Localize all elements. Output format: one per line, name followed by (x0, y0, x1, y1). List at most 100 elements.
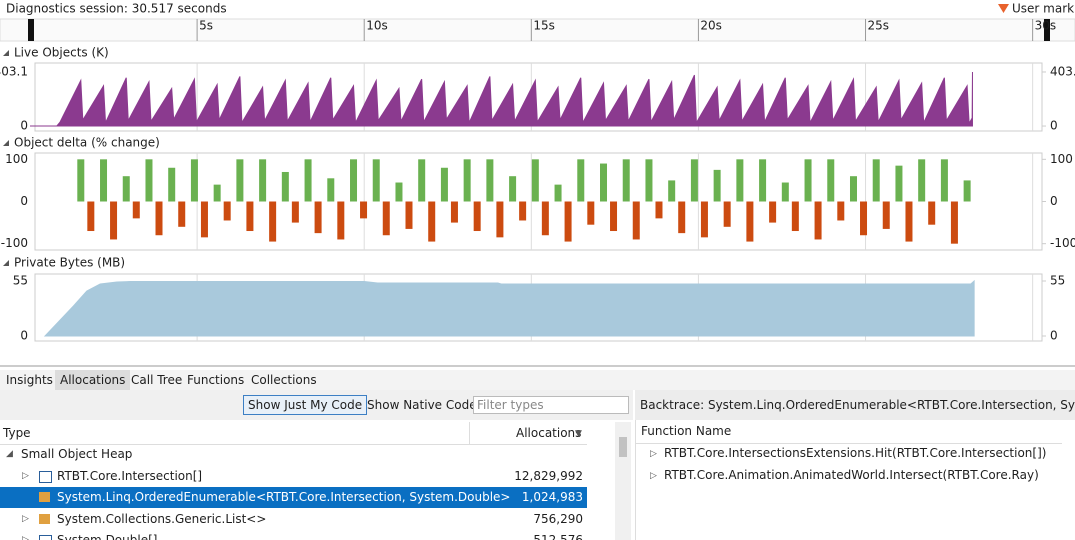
header-rule (636, 443, 1062, 444)
column-header[interactable]: Function Name (641, 424, 732, 438)
bar (554, 184, 562, 202)
bar (509, 176, 517, 202)
bar (463, 159, 471, 202)
bar (668, 180, 676, 202)
ruler-label: 10s (366, 19, 388, 33)
bar (304, 159, 312, 202)
bar (350, 159, 358, 202)
expander[interactable]: ▷ (650, 449, 657, 459)
y-tick-label: 0 (20, 119, 28, 133)
bar (632, 201, 640, 240)
bar (918, 159, 926, 202)
y-tick-label: 0 (1050, 329, 1058, 343)
expander[interactable]: ▷ (22, 471, 29, 481)
bar (382, 201, 390, 236)
y-tick-label: 0 (20, 194, 28, 208)
bar (496, 201, 504, 238)
bar (928, 201, 936, 225)
table-row[interactable]: ▷ System.Double[] 512,576 (0, 530, 587, 540)
ruler-label: 15s (533, 19, 555, 33)
bar (690, 159, 698, 202)
row-allocations: 1,024,983 (521, 490, 583, 504)
tab[interactable]: Insights (6, 373, 53, 387)
row-name: System.Collections.Generic.List<> (57, 512, 267, 526)
bar (122, 176, 130, 202)
tab-selected[interactable]: Allocations (55, 370, 131, 390)
bar (77, 159, 85, 202)
bar (145, 159, 153, 202)
backtrace-header (635, 390, 1075, 420)
bar (804, 159, 812, 202)
bar (746, 201, 754, 242)
area (30, 71, 973, 127)
backtrace-title: Backtrace: System.Linq.OrderedEnumerable… (640, 398, 1075, 412)
bar (473, 201, 481, 232)
session-label: Diagnostics session: 30.517 seconds (6, 2, 227, 16)
bar (895, 165, 903, 202)
tab[interactable]: Call Tree (131, 373, 183, 387)
bar (759, 159, 767, 202)
just-my-code-button[interactable]: Show Just My Code (243, 395, 368, 415)
row-name: RTBT.Core.Intersection[] (57, 469, 203, 483)
chart-title: Object delta (% change) (14, 136, 160, 150)
chart-title: Live Objects (K) (14, 46, 109, 60)
tab-bar (0, 370, 1075, 390)
expander[interactable]: ◢ (6, 449, 13, 459)
bar (100, 159, 108, 202)
bar (178, 201, 186, 227)
table-row[interactable]: ▷ System.Collections.Generic.List<> 756,29… (0, 509, 587, 530)
ruler (0, 18, 1075, 42)
tab[interactable]: Functions (187, 373, 245, 387)
row-name: System.Linq.OrderedEnumerable<RTBT.Core.… (57, 490, 511, 504)
bar (905, 201, 913, 242)
row-allocations: 756,290 (533, 512, 583, 526)
bar (314, 201, 322, 234)
selection-handle[interactable] (1044, 19, 1050, 41)
column-header[interactable]: Type (3, 426, 31, 440)
bar (223, 201, 231, 221)
bar (577, 159, 585, 202)
ruler-label: 30s (1035, 19, 1057, 33)
bar (827, 159, 835, 202)
backtrace-row[interactable]: RTBT.Core.Animation.AnimatedWorld.Inters… (664, 468, 1039, 482)
expander[interactable]: ▷ (22, 535, 29, 540)
user-mark-icon (998, 4, 1009, 13)
bar (713, 169, 721, 202)
bar (610, 201, 618, 232)
backtrace-row[interactable]: RTBT.Core.IntersectionsExtensions.Hit(RT… (664, 446, 1047, 460)
bar (440, 167, 448, 202)
y-tick-label: 403.1 (1050, 64, 1075, 78)
bar (418, 159, 426, 202)
scroll-thumb[interactable] (619, 437, 627, 457)
selection-handle[interactable] (28, 19, 34, 41)
row-allocations: 12,829,992 (514, 469, 583, 483)
area (43, 279, 975, 337)
bar (450, 201, 458, 223)
bar (769, 201, 777, 223)
bar (849, 176, 857, 202)
tab[interactable]: Collections (251, 373, 317, 387)
splitter[interactable] (0, 365, 1075, 367)
table-row[interactable]: ◢ Small Object Heap (0, 444, 587, 465)
user-mark-label: User mark (1012, 2, 1074, 16)
chart-title: Private Bytes (MB) (14, 256, 125, 270)
bar (428, 201, 436, 242)
expander[interactable]: ▷ (650, 471, 657, 481)
column-header[interactable]: Allocations (516, 426, 582, 440)
native-code-button[interactable]: Show Native Code (367, 398, 477, 412)
table-row[interactable]: ▷ RTBT.Core.Intersection[] 12,829,992 (0, 466, 587, 487)
ruler-label: 25s (868, 19, 890, 33)
bar (814, 201, 822, 240)
table-row-selected[interactable]: System.Linq.OrderedEnumerable<RTBT.Core.… (0, 487, 587, 508)
bar (405, 201, 413, 229)
bar (882, 201, 890, 229)
bar (963, 180, 971, 202)
expander[interactable]: ▷ (22, 514, 29, 524)
bar (269, 201, 277, 242)
collapse-icon (3, 260, 9, 266)
bar (155, 201, 163, 236)
bar (486, 159, 494, 202)
filter-input[interactable]: Filter types (473, 396, 629, 414)
type-icon (39, 535, 52, 540)
